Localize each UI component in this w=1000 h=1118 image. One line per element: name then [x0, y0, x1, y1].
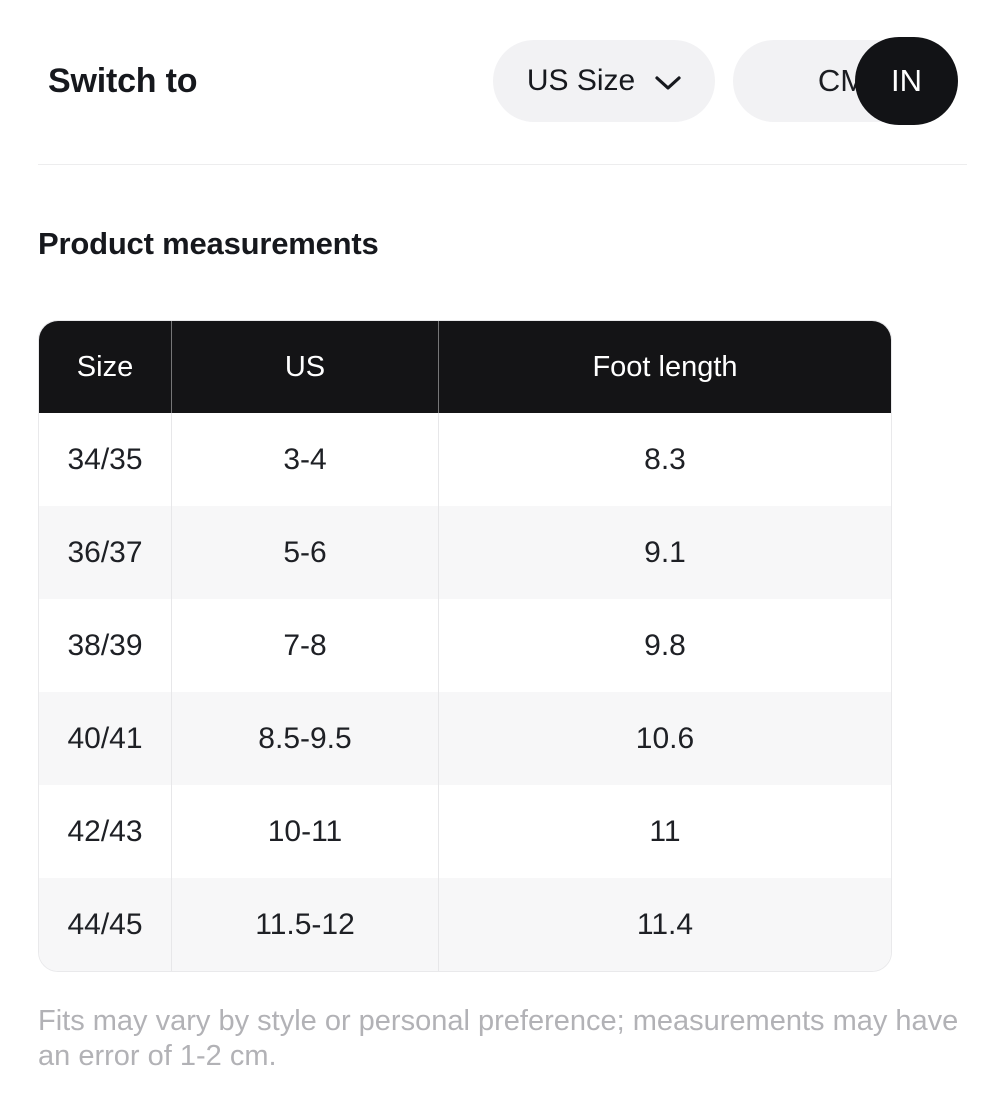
table-row: 44/45 11.5-12 11.4	[39, 878, 891, 971]
measurements-table: Size US Foot length 34/35 3-4 8.3 36/37 …	[38, 320, 892, 972]
table-cell: 8.5-9.5	[171, 692, 438, 785]
table-header-cell-size: Size	[76, 350, 134, 383]
table-cell: 7-8	[171, 599, 438, 692]
table-cell: 10.6	[438, 692, 891, 785]
table-row: 38/39 7-8 9.8	[39, 599, 891, 692]
table-row: 40/41 8.5-9.5 10.6	[39, 692, 891, 785]
table-cell: 5-6	[171, 506, 438, 599]
switch-to-label: Switch to	[48, 62, 198, 100]
table-cell: 11.5-12	[171, 878, 438, 971]
section-title: Product measurements	[38, 226, 379, 261]
table-cell: 3-4	[171, 413, 438, 506]
table-cell: 40/41	[67, 721, 143, 755]
table-cell: 11	[438, 785, 891, 878]
table-header-cell-foot-length: Foot length	[438, 321, 891, 413]
table-cell: 10-11	[171, 785, 438, 878]
table-cell: 11.4	[438, 878, 891, 971]
table-cell: 38/39	[67, 628, 143, 662]
table-row: 36/37 5-6 9.1	[39, 506, 891, 599]
unit-toggle[interactable]: CM IN	[733, 37, 958, 125]
table-row: 42/43 10-11 11	[39, 785, 891, 878]
size-system-selected-value: US Size	[526, 64, 636, 97]
table-cell: 8.3	[438, 413, 891, 506]
size-system-select[interactable]: US Size	[493, 40, 715, 122]
chevron-down-icon	[655, 72, 681, 91]
table-cell: 42/43	[67, 814, 143, 848]
table-cell: 34/35	[67, 442, 143, 476]
table-header-row: Size US Foot length	[39, 321, 891, 413]
unit-option-in[interactable]: IN	[855, 37, 958, 125]
table-header-cell-us: US	[171, 321, 438, 413]
table-cell: 44/45	[67, 907, 143, 941]
table-cell: 9.1	[438, 506, 891, 599]
table-row: 34/35 3-4 8.3	[39, 413, 891, 506]
footnote: Fits may vary by style or personal prefe…	[38, 1005, 959, 1072]
divider	[38, 164, 967, 165]
table-cell: 9.8	[438, 599, 891, 692]
table-cell: 36/37	[67, 535, 143, 569]
